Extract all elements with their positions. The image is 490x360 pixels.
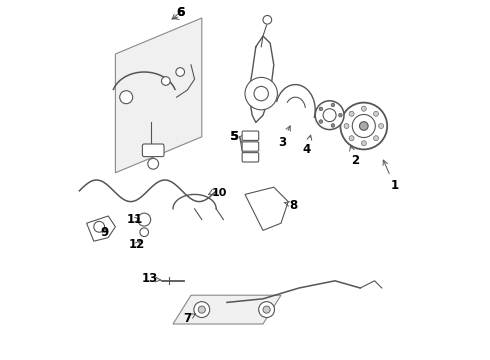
Circle shape [331,124,335,127]
Text: 10: 10 [212,188,227,198]
Polygon shape [173,295,281,324]
Text: 12: 12 [129,238,145,251]
Circle shape [176,68,185,76]
Text: 3: 3 [278,126,290,149]
Circle shape [349,136,354,141]
Text: 4: 4 [303,135,312,156]
Circle shape [344,123,349,129]
Text: 11: 11 [127,213,144,226]
Polygon shape [116,18,202,173]
FancyBboxPatch shape [143,144,164,157]
Circle shape [331,103,335,107]
Text: 8: 8 [284,199,298,212]
Circle shape [263,15,271,24]
Circle shape [259,302,274,318]
Text: 7: 7 [183,312,196,325]
Circle shape [361,141,367,146]
Circle shape [323,109,336,122]
Circle shape [198,306,205,313]
Circle shape [315,101,344,130]
Circle shape [319,107,322,111]
Circle shape [319,120,322,123]
Circle shape [373,111,379,116]
FancyBboxPatch shape [242,153,259,162]
Circle shape [245,77,277,110]
Circle shape [254,86,269,101]
Text: 5: 5 [230,130,238,143]
Text: 6: 6 [176,6,185,19]
FancyBboxPatch shape [242,131,259,140]
Circle shape [263,306,270,313]
Circle shape [194,302,210,318]
Text: 1: 1 [383,160,398,192]
Circle shape [94,221,104,232]
Polygon shape [87,216,116,241]
Circle shape [120,91,133,104]
Polygon shape [245,187,288,230]
Text: 5: 5 [230,130,239,143]
Text: 9: 9 [100,226,109,239]
Circle shape [379,123,384,129]
Circle shape [339,113,342,117]
Text: 6: 6 [172,6,184,19]
Text: 2: 2 [349,146,359,167]
Circle shape [138,213,151,226]
Text: 13: 13 [142,273,161,285]
Circle shape [148,158,159,169]
Circle shape [360,122,368,130]
Circle shape [162,77,170,85]
Circle shape [361,106,367,111]
Circle shape [140,228,148,237]
Circle shape [373,136,379,141]
Circle shape [349,111,354,116]
FancyBboxPatch shape [242,142,259,151]
